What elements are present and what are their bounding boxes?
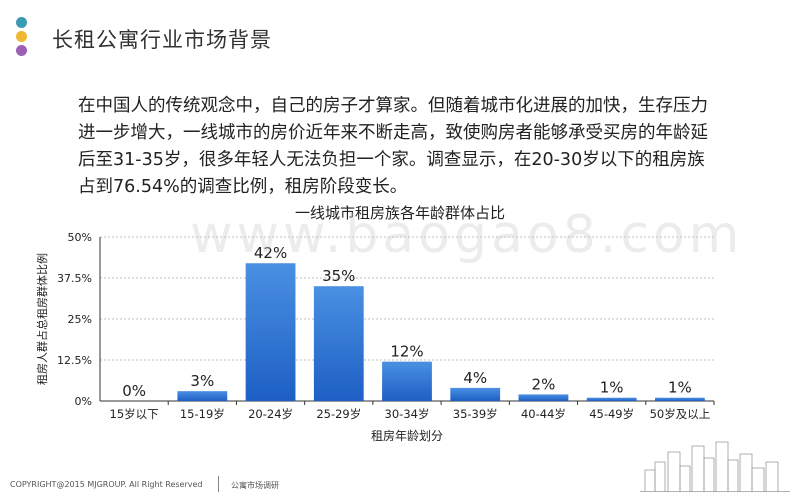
bar bbox=[518, 394, 569, 401]
data-label: 1% bbox=[668, 379, 692, 397]
data-label: 0% bbox=[122, 382, 146, 400]
bar bbox=[654, 397, 705, 401]
bar bbox=[382, 361, 432, 401]
bar bbox=[450, 387, 501, 401]
y-tick-label: 50% bbox=[68, 231, 92, 244]
bar bbox=[177, 391, 228, 401]
footer-copyright: COPYRIGHT@2015 MJGROUP. All Right Reserv… bbox=[10, 480, 203, 489]
data-label: 42% bbox=[254, 244, 287, 262]
data-label: 4% bbox=[463, 369, 487, 387]
x-tick-label: 15-19岁 bbox=[180, 407, 225, 421]
footer-section-label: 公寓市场调研 bbox=[231, 481, 279, 490]
bar bbox=[586, 397, 637, 401]
footer-divider bbox=[218, 476, 219, 492]
x-tick-label: 45-49岁 bbox=[589, 407, 634, 421]
x-axis-label: 租房年龄划分 bbox=[371, 428, 443, 443]
data-label: 35% bbox=[322, 267, 355, 285]
x-tick-label: 25-29岁 bbox=[316, 407, 361, 421]
x-tick-label: 50岁及以上 bbox=[650, 407, 711, 421]
bar bbox=[313, 286, 364, 401]
data-label: 1% bbox=[600, 379, 624, 397]
body-paragraph: 在中国人的传统观念中，自己的房子才算家。但随着城市化进展的加快，生存压力进一步增… bbox=[78, 96, 708, 197]
data-label: 2% bbox=[532, 375, 556, 393]
bar-chart: 0% 12.5% 25% 37.5% 50% 0% 15岁以下 3% 15-19岁 42% 20-2… bbox=[35, 231, 715, 443]
y-axis-label: 租房人群占总租房群体比例 bbox=[35, 253, 49, 385]
x-tick-label: 40-44岁 bbox=[521, 407, 566, 421]
y-tick-label: 0% bbox=[75, 395, 92, 408]
x-tick-label: 35-39岁 bbox=[453, 407, 498, 421]
watermark: www.baogao8.com bbox=[190, 205, 744, 265]
bar bbox=[245, 263, 296, 401]
slide-title: 长租公寓行业市场背景 bbox=[52, 28, 272, 52]
city-skyline-icon bbox=[640, 441, 790, 492]
x-tick-label: 20-24岁 bbox=[248, 407, 293, 421]
x-tick-label: 15岁以下 bbox=[110, 407, 159, 421]
yellow-dot bbox=[16, 31, 27, 42]
x-tick-label: 30-34岁 bbox=[385, 407, 430, 421]
chart-title: 一线城市租房族各年龄群体占比 bbox=[294, 204, 505, 222]
teal-dot bbox=[16, 17, 27, 28]
data-label: 12% bbox=[390, 343, 423, 361]
y-tick-label: 25% bbox=[68, 313, 92, 326]
y-tick-label: 12.5% bbox=[57, 354, 92, 367]
decorative-dots bbox=[16, 17, 30, 59]
y-tick-label: 37.5% bbox=[57, 272, 92, 285]
data-label: 3% bbox=[190, 372, 214, 390]
purple-dot bbox=[16, 45, 27, 56]
